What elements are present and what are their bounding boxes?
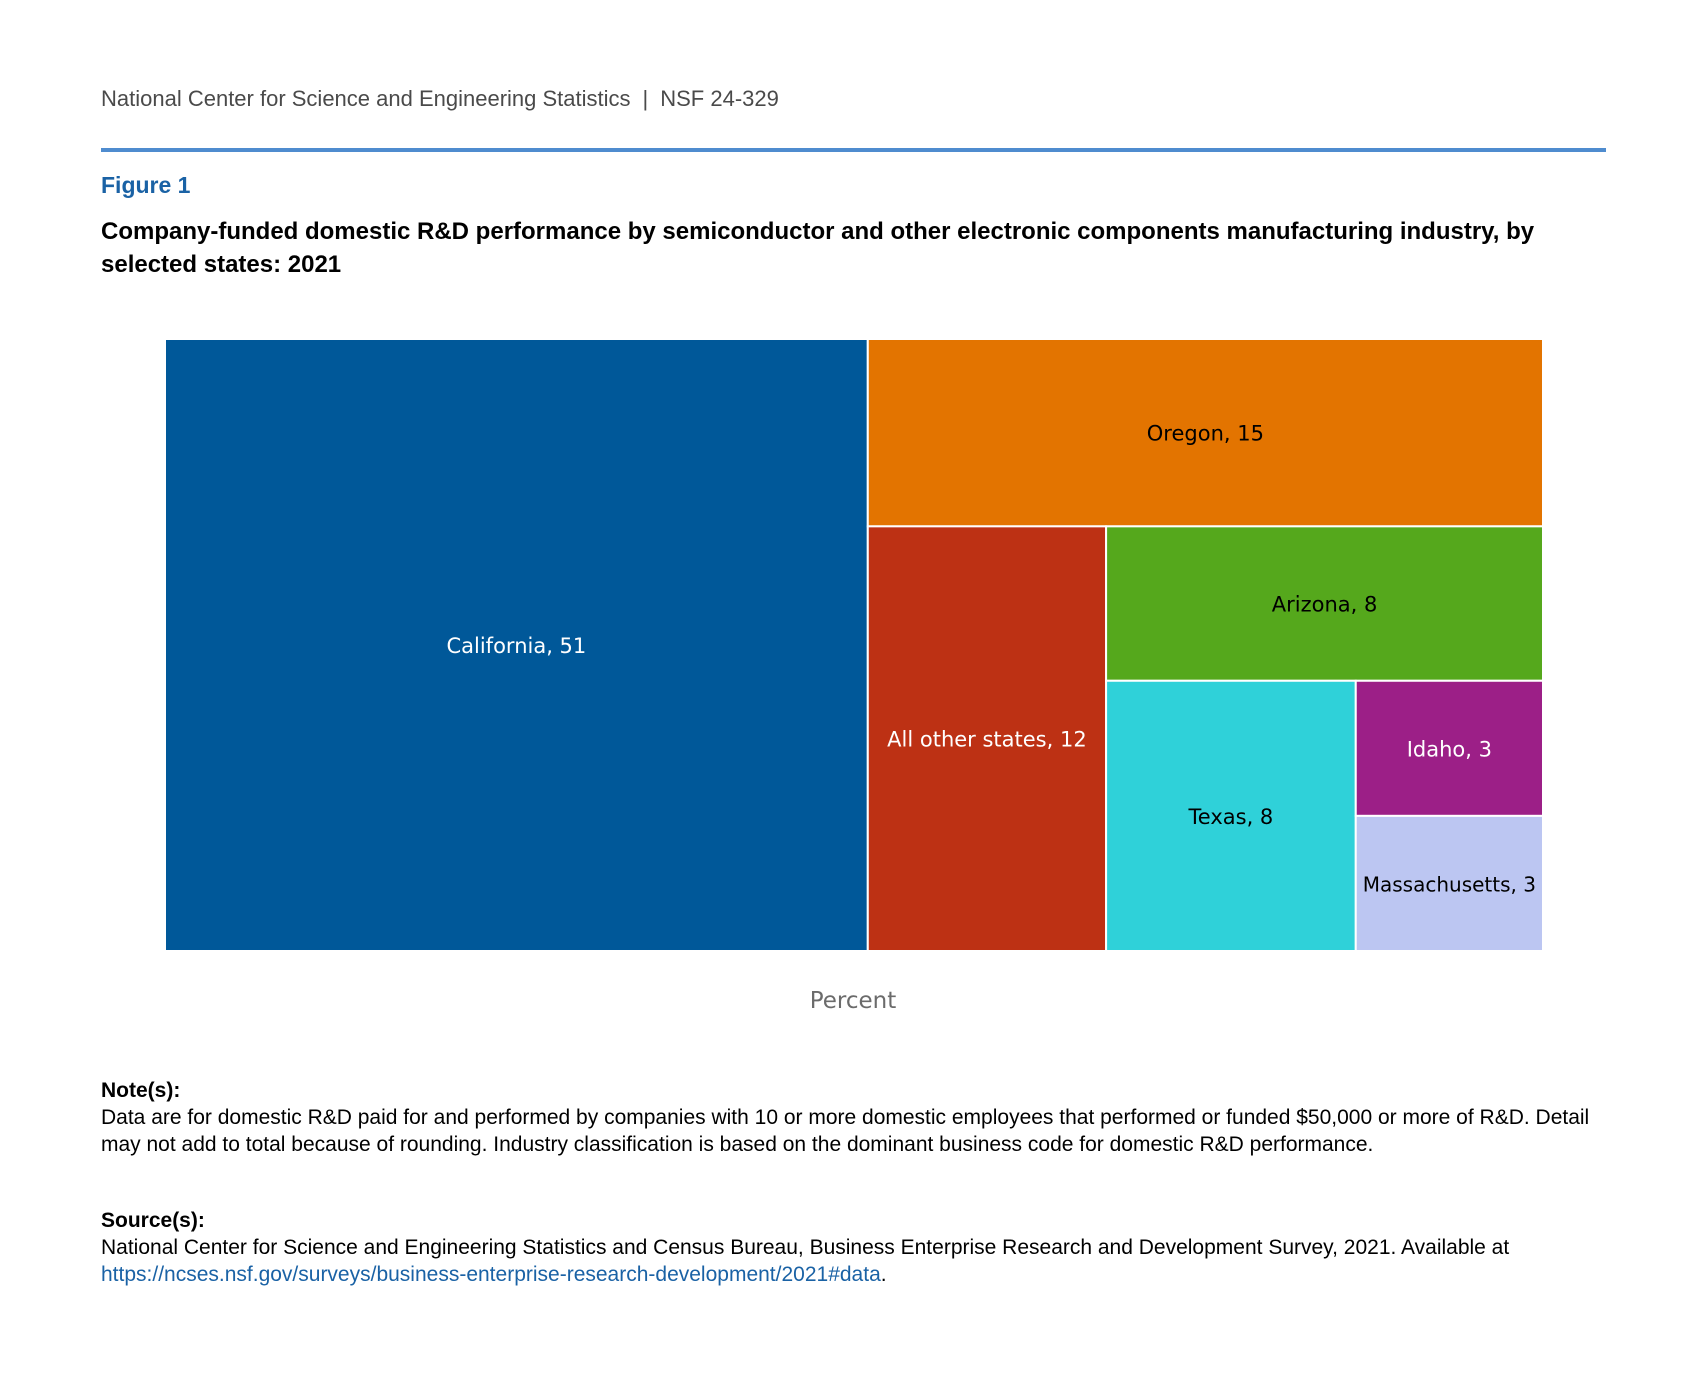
notes: Note(s): Data are for domestic R&D paid …: [101, 1077, 1631, 1158]
sources-link[interactable]: https://ncses.nsf.gov/surveys/business-e…: [101, 1263, 881, 1286]
treemap-tiles: California, 51 Oregon, 15 All other states…: [164, 338, 1545, 952]
tile-california: [164, 338, 869, 952]
tile-label-california: California, 51: [446, 634, 586, 658]
header-separator: |: [642, 86, 649, 111]
sources-text: National Center for Science and Engineer…: [101, 1236, 1510, 1259]
tile-label-texas: Texas, 8: [1188, 805, 1274, 829]
sources-end: .: [880, 1263, 887, 1286]
treemap-chart: California, 51 Oregon, 15 All other states…: [164, 338, 1545, 1014]
tile-all-other-states: [866, 525, 1108, 952]
tile-oregon: [866, 338, 1544, 528]
figure-title: Company-funded domestic R&D performance …: [101, 218, 1535, 278]
figure-label: Figure 1: [101, 172, 191, 198]
header-report-id: NSF 24-329: [660, 86, 779, 111]
header-org: National Center for Science and Engineer…: [101, 86, 631, 111]
sources-heading: Source(s):: [101, 1209, 205, 1232]
tile-idaho: [1354, 679, 1545, 817]
tile-texas: [1105, 679, 1357, 952]
tile-massachusetts: [1354, 814, 1545, 952]
tile-label-massachusetts: Massachusetts, 3: [1363, 872, 1536, 896]
tile-label-arizona: Arizona, 8: [1272, 593, 1378, 617]
tile-arizona: [1105, 525, 1544, 682]
report-header: National Center for Science and Engineer…: [101, 86, 779, 112]
unit-label: Percent: [810, 988, 897, 1014]
notes-heading: Note(s):: [101, 1079, 181, 1102]
tile-label-idaho: Idaho, 3: [1407, 737, 1492, 761]
tile-label-oregon: Oregon, 15: [1147, 422, 1264, 446]
notes-text: Data are for domestic R&D paid for and p…: [101, 1106, 1590, 1156]
tile-label-all-other-states: All other states, 12: [887, 728, 1087, 752]
sources-body: National Center for Science and Engineer…: [101, 1234, 1631, 1288]
sources: Source(s): National Center for Science a…: [101, 1207, 1631, 1288]
header-rule: [101, 148, 1606, 152]
